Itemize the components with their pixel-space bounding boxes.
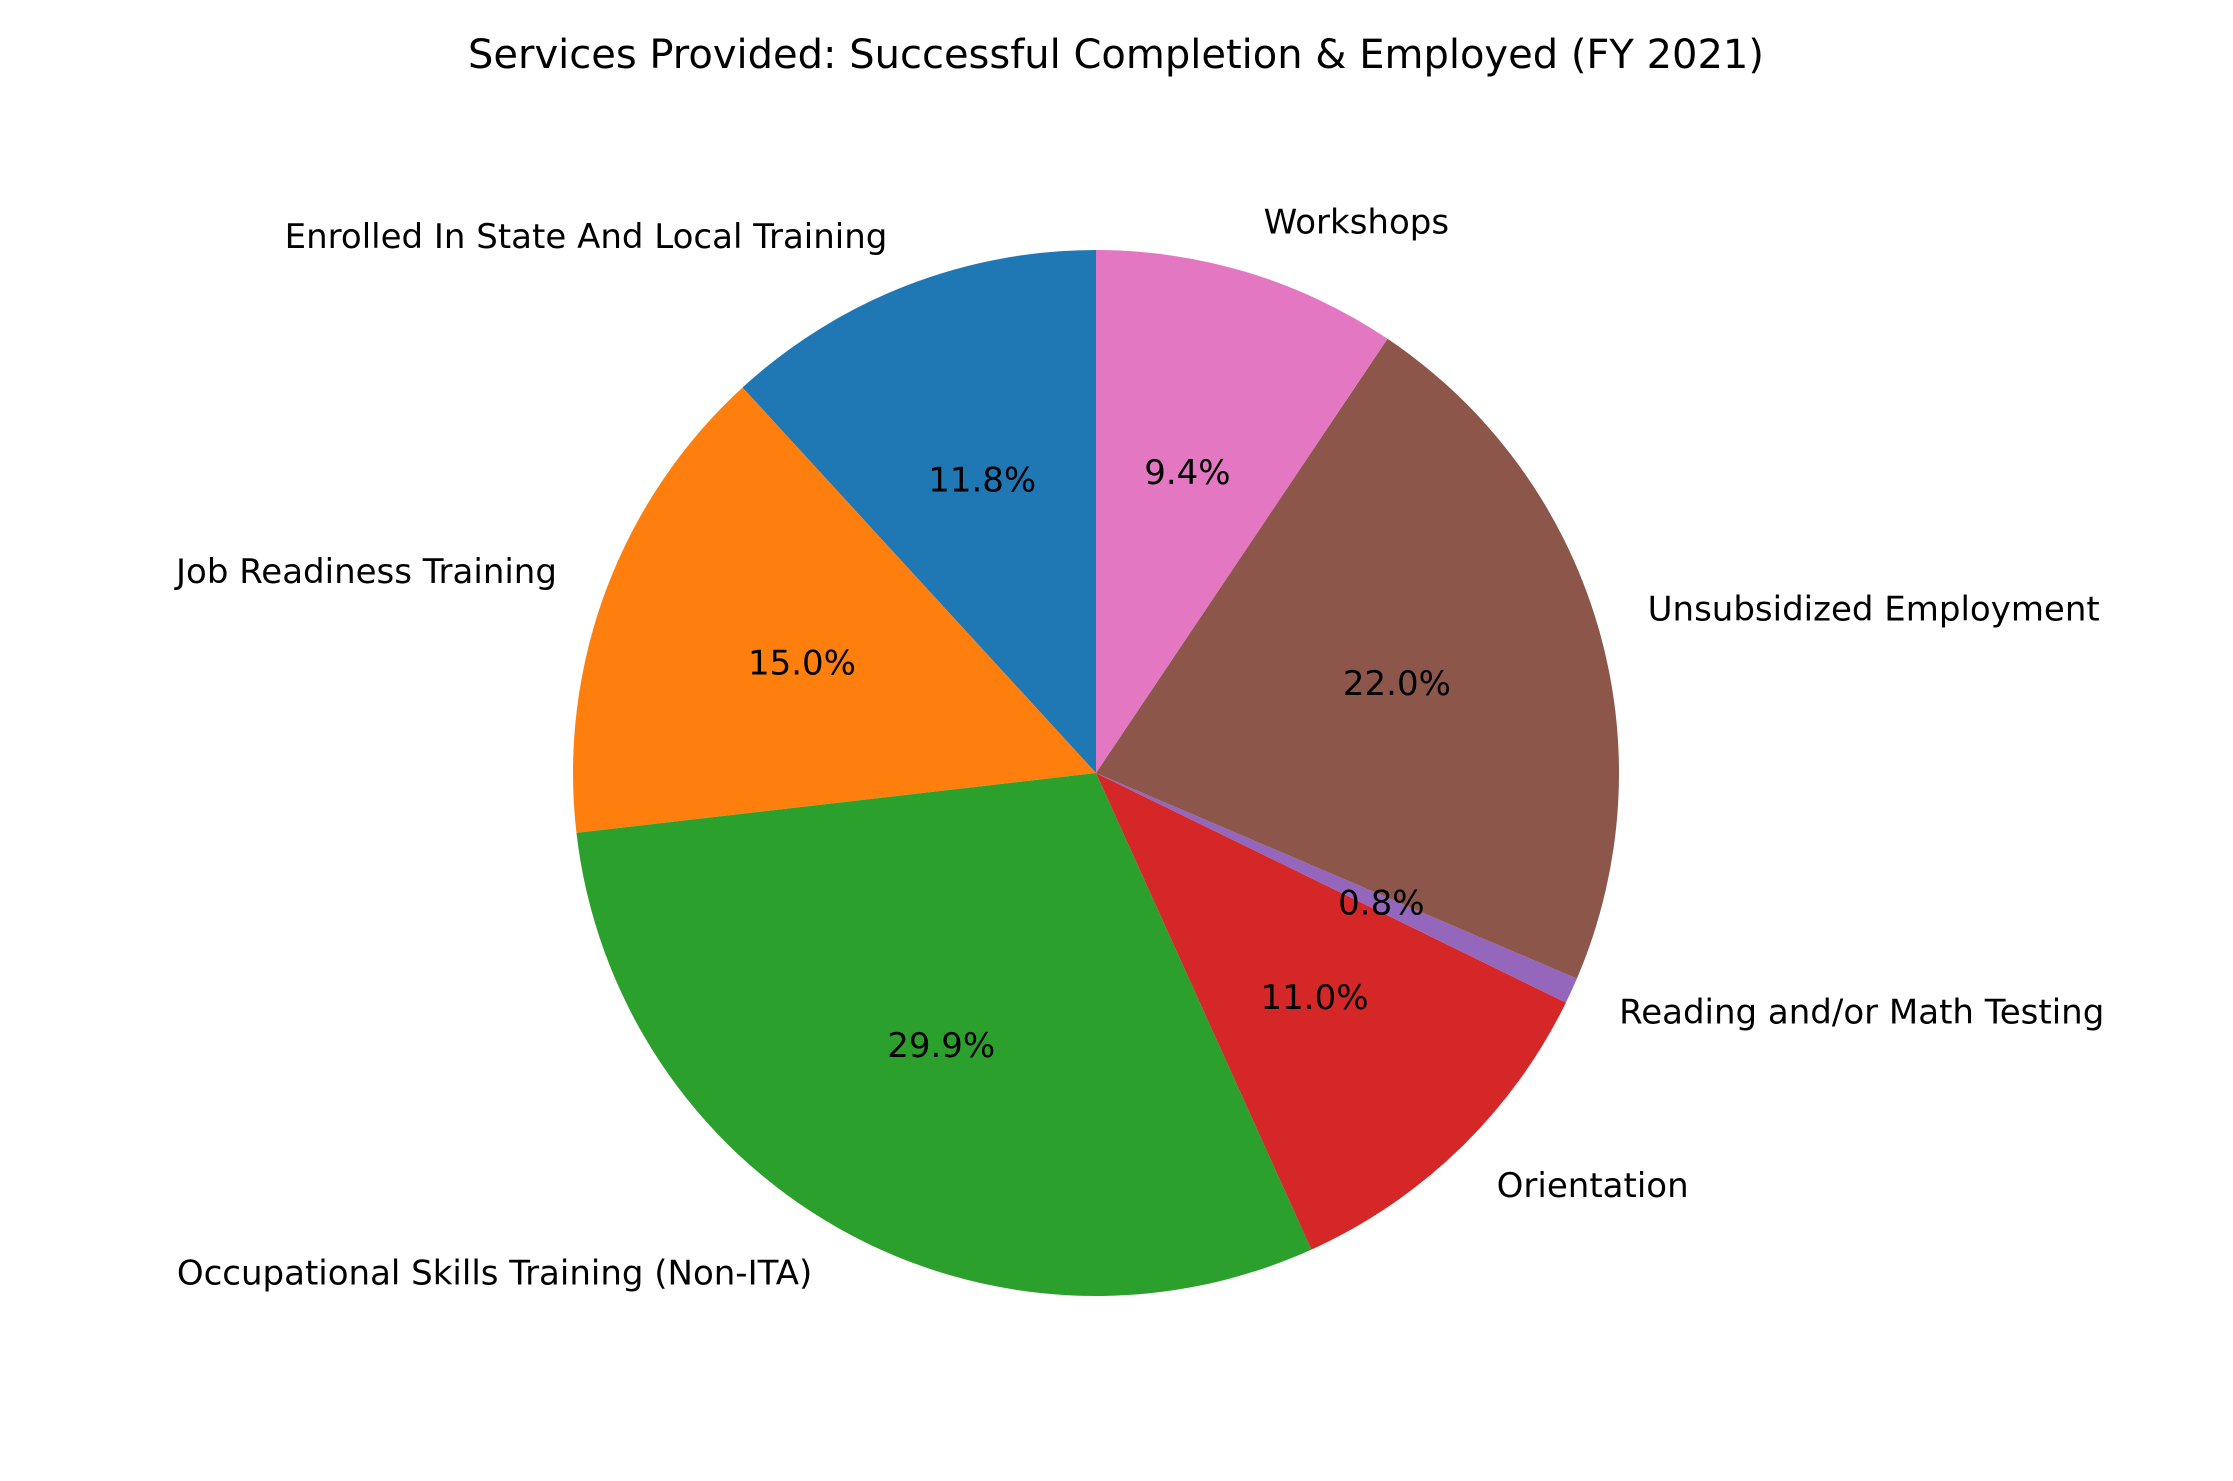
- percent-label: 22.0%: [1343, 664, 1451, 704]
- pie-slice: [1096, 338, 1619, 979]
- slice-label: Orientation: [1497, 1166, 1689, 1206]
- slice-label: Unsubsidized Employment: [1648, 590, 2100, 630]
- slice-label: Occupational Skills Training (Non-ITA): [177, 1253, 812, 1293]
- slice-label: Enrolled In State And Local Training: [285, 217, 888, 257]
- slice-label: Job Readiness Training: [174, 552, 557, 592]
- percent-label: 11.8%: [928, 461, 1036, 501]
- pie-slice: [576, 773, 1312, 1296]
- pie-slice: [1096, 250, 1388, 773]
- slice-label: Reading and/or Math Testing: [1619, 992, 2104, 1032]
- pie-slice: [1096, 773, 1577, 1003]
- pie-slice: [572, 387, 1096, 833]
- percent-labels: 11.8% 15.0% 29.9% 11.0% 0.8% 22.0% 9.4%: [748, 453, 1451, 1066]
- pie-slices: [572, 250, 1619, 1296]
- pie-slice: [1096, 773, 1566, 1250]
- percent-label: 9.4%: [1144, 453, 1230, 493]
- chart-title: Services Provided: Successful Completion…: [468, 32, 1764, 78]
- percent-label: 0.8%: [1338, 884, 1424, 924]
- slice-labels: Enrolled In State And Local Training Job …: [174, 203, 2104, 1294]
- pie-slice: [742, 250, 1096, 773]
- slice-label: Workshops: [1264, 203, 1449, 243]
- percent-label: 11.0%: [1261, 978, 1369, 1018]
- percent-label: 15.0%: [748, 643, 856, 683]
- percent-label: 29.9%: [887, 1026, 995, 1066]
